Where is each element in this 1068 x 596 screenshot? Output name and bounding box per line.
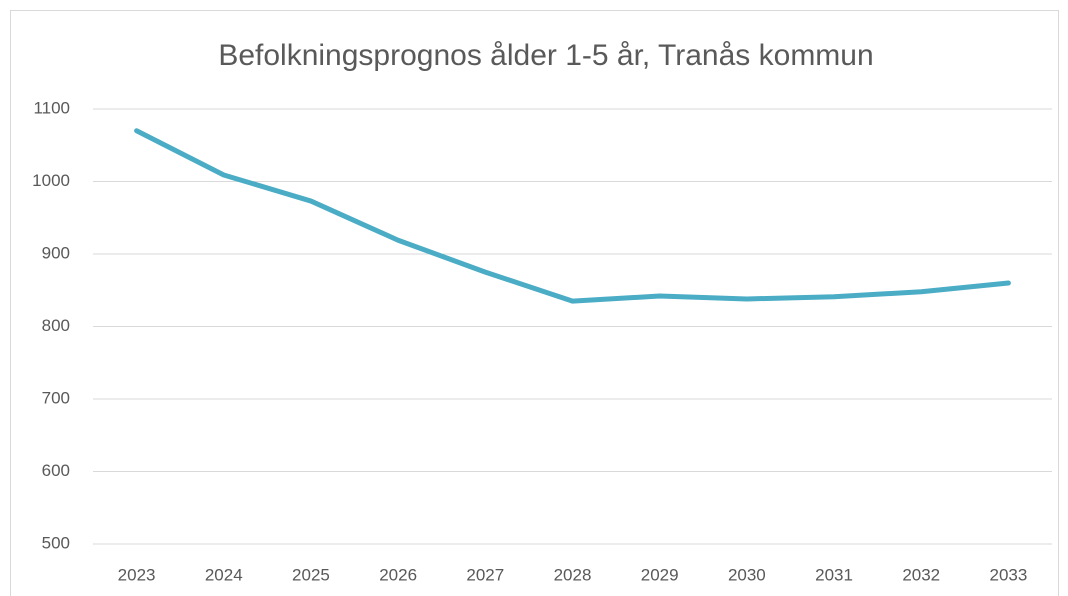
chart-border [10, 10, 1059, 596]
y-tick-label: 700 [42, 388, 70, 407]
x-tick-label: 2023 [118, 565, 156, 584]
x-tick-label: 2024 [205, 565, 243, 584]
x-tick-label: 2032 [902, 565, 940, 584]
x-tick-label: 2029 [641, 565, 679, 584]
x-tick-label: 2026 [379, 565, 417, 584]
y-tick-label: 1100 [33, 98, 70, 117]
y-tick-label: 1000 [32, 171, 70, 190]
data-line [134, 128, 1011, 304]
x-tick-label: 2028 [554, 565, 592, 584]
y-tick-label: 800 [42, 316, 70, 335]
x-tick-label: 2033 [989, 565, 1027, 584]
y-tick-label: 500 [42, 533, 70, 552]
y-tick-label: 600 [42, 461, 70, 480]
chart-title: Befolkningsprognos ålder 1-5 år, Tranås … [218, 39, 873, 72]
x-tick-label: 2030 [728, 565, 766, 584]
y-tick-label: 900 [42, 243, 70, 262]
x-tick-label: 2025 [292, 565, 330, 584]
x-tick-label: 2027 [466, 565, 504, 584]
x-tick-label: 2031 [815, 565, 853, 584]
